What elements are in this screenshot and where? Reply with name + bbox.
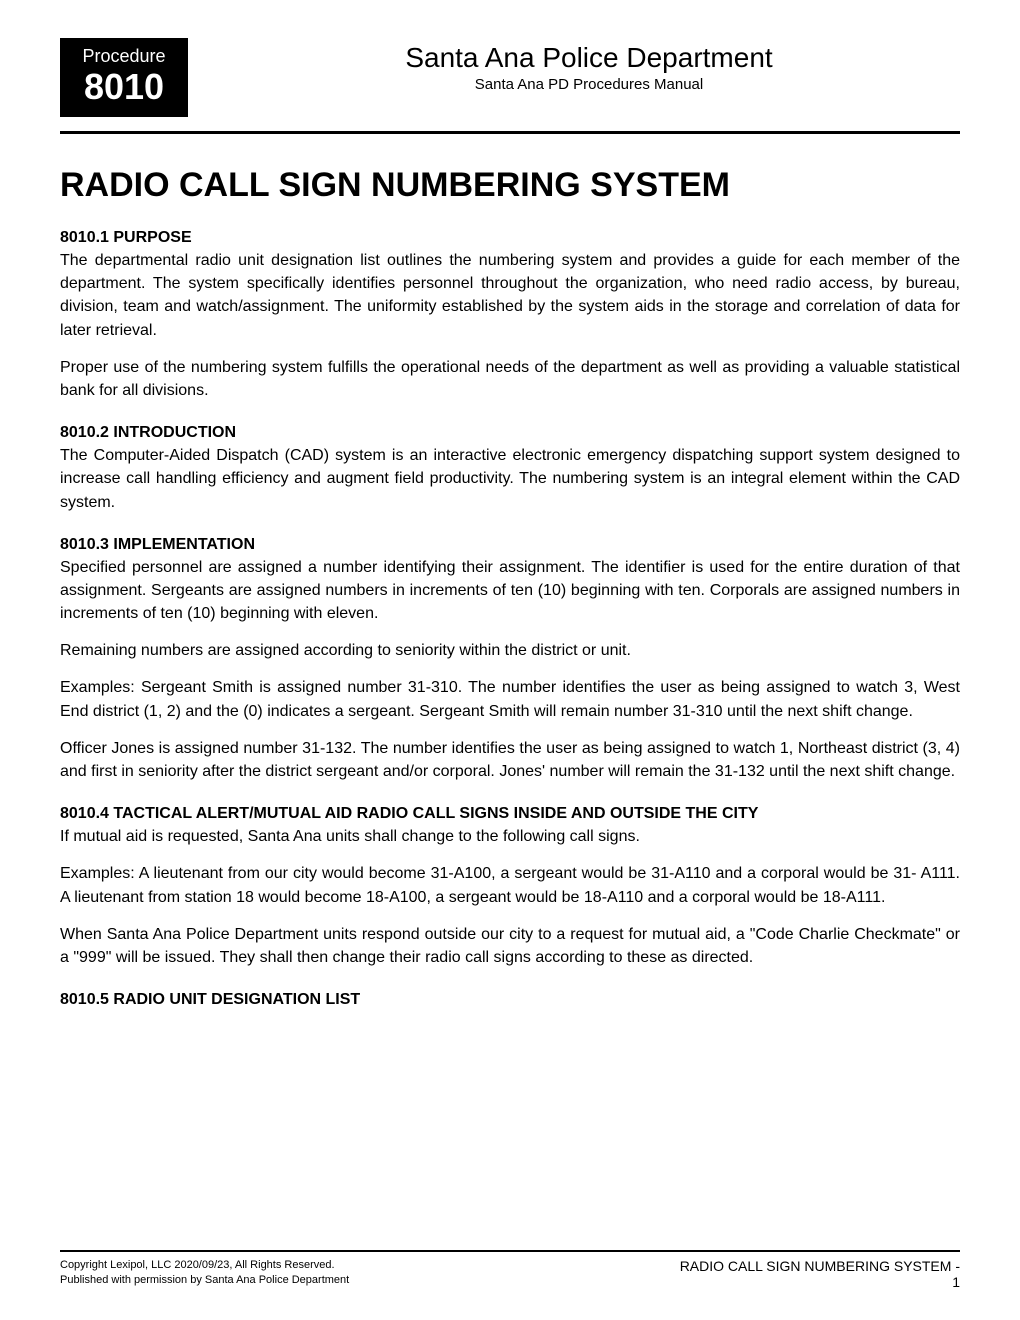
paragraph: The departmental radio unit designation …	[60, 249, 960, 342]
paragraph: Specified personnel are assigned a numbe…	[60, 556, 960, 626]
section-heading: 8010.2 INTRODUCTION	[60, 424, 960, 442]
footer-divider	[60, 1250, 960, 1252]
section-purpose: 8010.1 PURPOSE The departmental radio un…	[60, 229, 960, 402]
main-title: RADIO CALL SIGN NUMBERING SYSTEM	[60, 166, 960, 205]
footer-left: Copyright Lexipol, LLC 2020/09/23, All R…	[60, 1258, 349, 1288]
section-heading: 8010.5 RADIO UNIT DESIGNATION LIST	[60, 991, 960, 1009]
paragraph: The Computer-Aided Dispatch (CAD) system…	[60, 444, 960, 514]
paragraph: Remaining numbers are assigned according…	[60, 639, 960, 662]
page-footer: Copyright Lexipol, LLC 2020/09/23, All R…	[60, 1238, 960, 1290]
paragraph: Examples: A lieutenant from our city wou…	[60, 862, 960, 908]
paragraph: Proper use of the numbering system fulfi…	[60, 356, 960, 402]
paragraph: If mutual aid is requested, Santa Ana un…	[60, 825, 960, 848]
copyright-text: Copyright Lexipol, LLC 2020/09/23, All R…	[60, 1258, 349, 1273]
header-titles: Santa Ana Police Department Santa Ana PD…	[218, 38, 960, 93]
procedure-label: Procedure	[78, 46, 170, 67]
manual-subtitle: Santa Ana PD Procedures Manual	[218, 76, 960, 93]
department-title: Santa Ana Police Department	[218, 42, 960, 74]
section-radio-unit-list: 8010.5 RADIO UNIT DESIGNATION LIST	[60, 991, 960, 1009]
section-introduction: 8010.2 INTRODUCTION The Computer-Aided D…	[60, 424, 960, 514]
procedure-box: Procedure 8010	[60, 38, 188, 117]
section-heading: 8010.4 TACTICAL ALERT/MUTUAL AID RADIO C…	[60, 805, 960, 823]
paragraph: Officer Jones is assigned number 31-132.…	[60, 737, 960, 783]
footer-right: RADIO CALL SIGN NUMBERING SYSTEM - 1	[680, 1258, 960, 1290]
section-implementation: 8010.3 IMPLEMENTATION Specified personne…	[60, 536, 960, 784]
section-heading: 8010.3 IMPLEMENTATION	[60, 536, 960, 554]
header-divider	[60, 131, 960, 134]
procedure-number: 8010	[78, 69, 170, 105]
section-tactical-alert: 8010.4 TACTICAL ALERT/MUTUAL AID RADIO C…	[60, 805, 960, 969]
page-number: 1	[680, 1274, 960, 1290]
permission-text: Published with permission by Santa Ana P…	[60, 1273, 349, 1288]
paragraph: Examples: Sergeant Smith is assigned num…	[60, 676, 960, 722]
section-heading: 8010.1 PURPOSE	[60, 229, 960, 247]
footer-doc-title: RADIO CALL SIGN NUMBERING SYSTEM -	[680, 1258, 960, 1274]
document-header: Procedure 8010 Santa Ana Police Departme…	[60, 38, 960, 117]
footer-row: Copyright Lexipol, LLC 2020/09/23, All R…	[60, 1258, 960, 1290]
paragraph: When Santa Ana Police Department units r…	[60, 923, 960, 969]
